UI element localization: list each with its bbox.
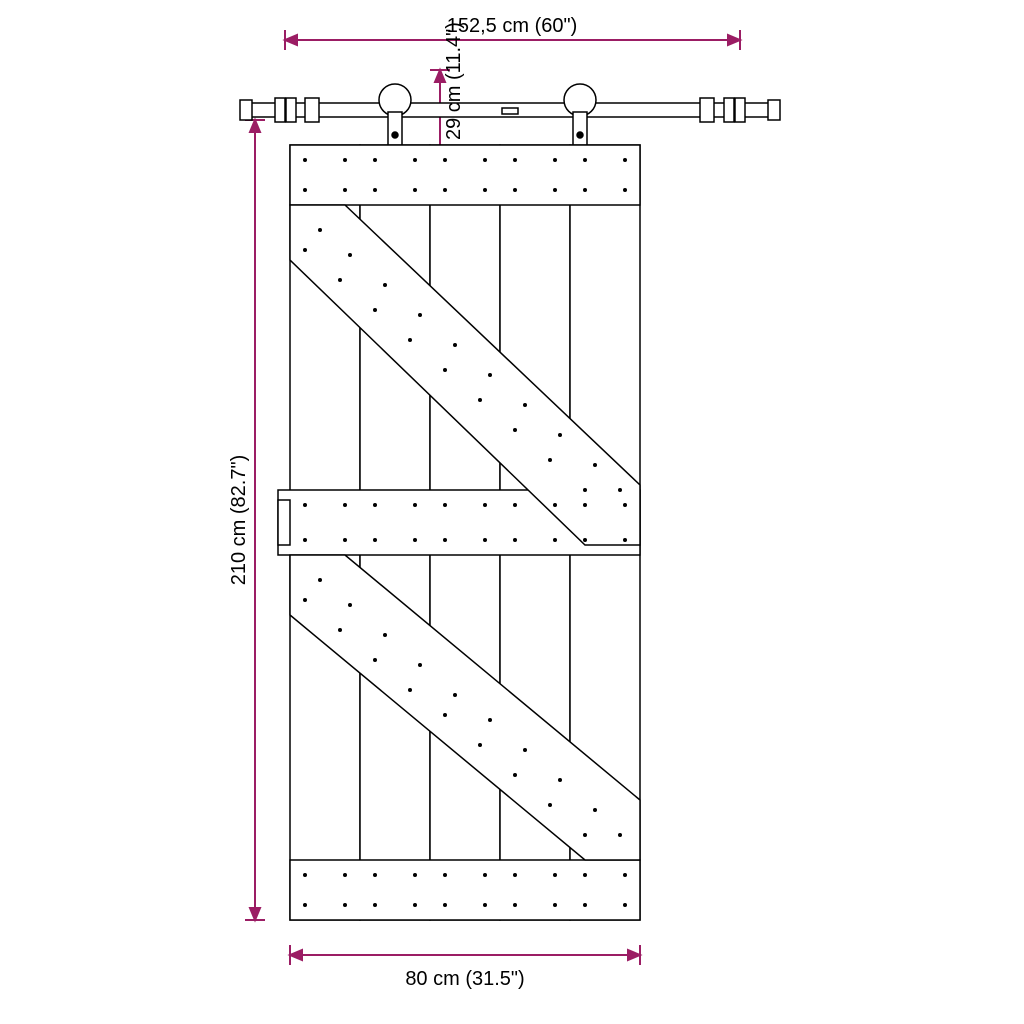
door-width-label: 80 cm (31.5")	[405, 968, 524, 990]
rail-width-label: 152,5 cm (60")	[447, 15, 578, 37]
hanger-height-label: 29 cm (11.4")	[443, 22, 465, 140]
door-height-label: 210 cm (82.7")	[228, 455, 250, 586]
diagram-svg: 152,5 cm (60") 29 cm (11.4") 210 cm (82.…	[0, 0, 1024, 1024]
door-body	[278, 145, 640, 920]
rail-track	[240, 98, 780, 122]
